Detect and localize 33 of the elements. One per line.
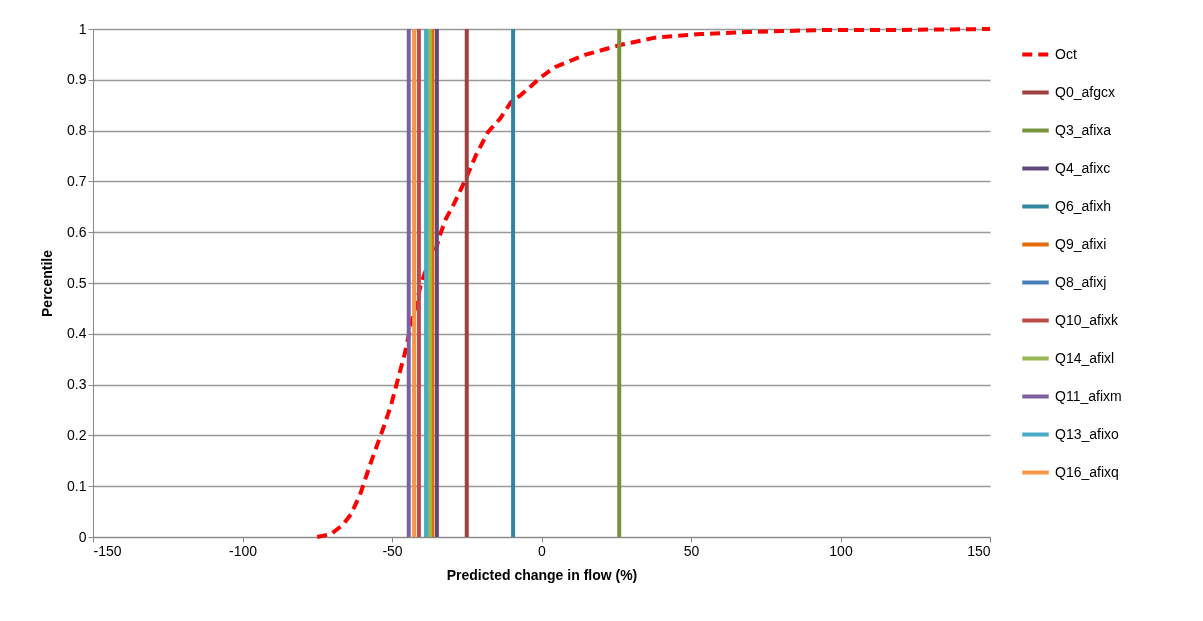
x-tick-label: 50 <box>683 542 700 559</box>
legend-label: Q4_afixc <box>1055 159 1111 176</box>
x-tick-label: -50 <box>382 542 403 559</box>
x-tick-label: 150 <box>967 542 991 559</box>
legend-label: Q3_afixa <box>1055 121 1112 138</box>
legend-label: Q10_afixk <box>1055 311 1120 328</box>
legend-label: Q11_afixm <box>1055 387 1122 404</box>
x-tick-label: 100 <box>829 542 853 559</box>
x-axis-title: Predicted change in flow (%) <box>446 566 638 583</box>
x-tick-label: -150 <box>93 542 122 559</box>
y-axis-title: Percentile <box>39 249 56 317</box>
legend-label: Q14_afixl <box>1055 349 1115 366</box>
y-tick-label: 0.4 <box>67 325 87 342</box>
y-tick-label: 0.8 <box>67 122 87 139</box>
y-tick-label: 0.1 <box>67 477 87 494</box>
x-tick-label: 0 <box>538 542 547 559</box>
y-tick-label: 0.2 <box>67 426 87 443</box>
legend-label: Q8_afixj <box>1055 273 1107 290</box>
legend-label: Q0_afgcx <box>1055 83 1115 100</box>
legend-label: Q6_afixh <box>1055 197 1112 214</box>
y-tick-label: 0 <box>78 528 87 545</box>
y-tick-label: 0.6 <box>67 223 87 240</box>
y-tick-label: 0.7 <box>67 172 87 189</box>
y-tick-label: 0.5 <box>67 274 87 291</box>
y-tick-label: 0.3 <box>67 376 87 393</box>
y-tick-label: 0.9 <box>67 71 87 88</box>
legend-label: Q16_afixq <box>1055 463 1119 480</box>
y-tick-label: 1 <box>78 20 87 37</box>
legend-label: Q9_afixi <box>1055 235 1107 252</box>
x-tick-label: -100 <box>228 542 258 559</box>
legend-label: Oct <box>1055 45 1077 62</box>
line-series <box>315 27 992 539</box>
legend-label: Q13_afixo <box>1055 425 1120 442</box>
